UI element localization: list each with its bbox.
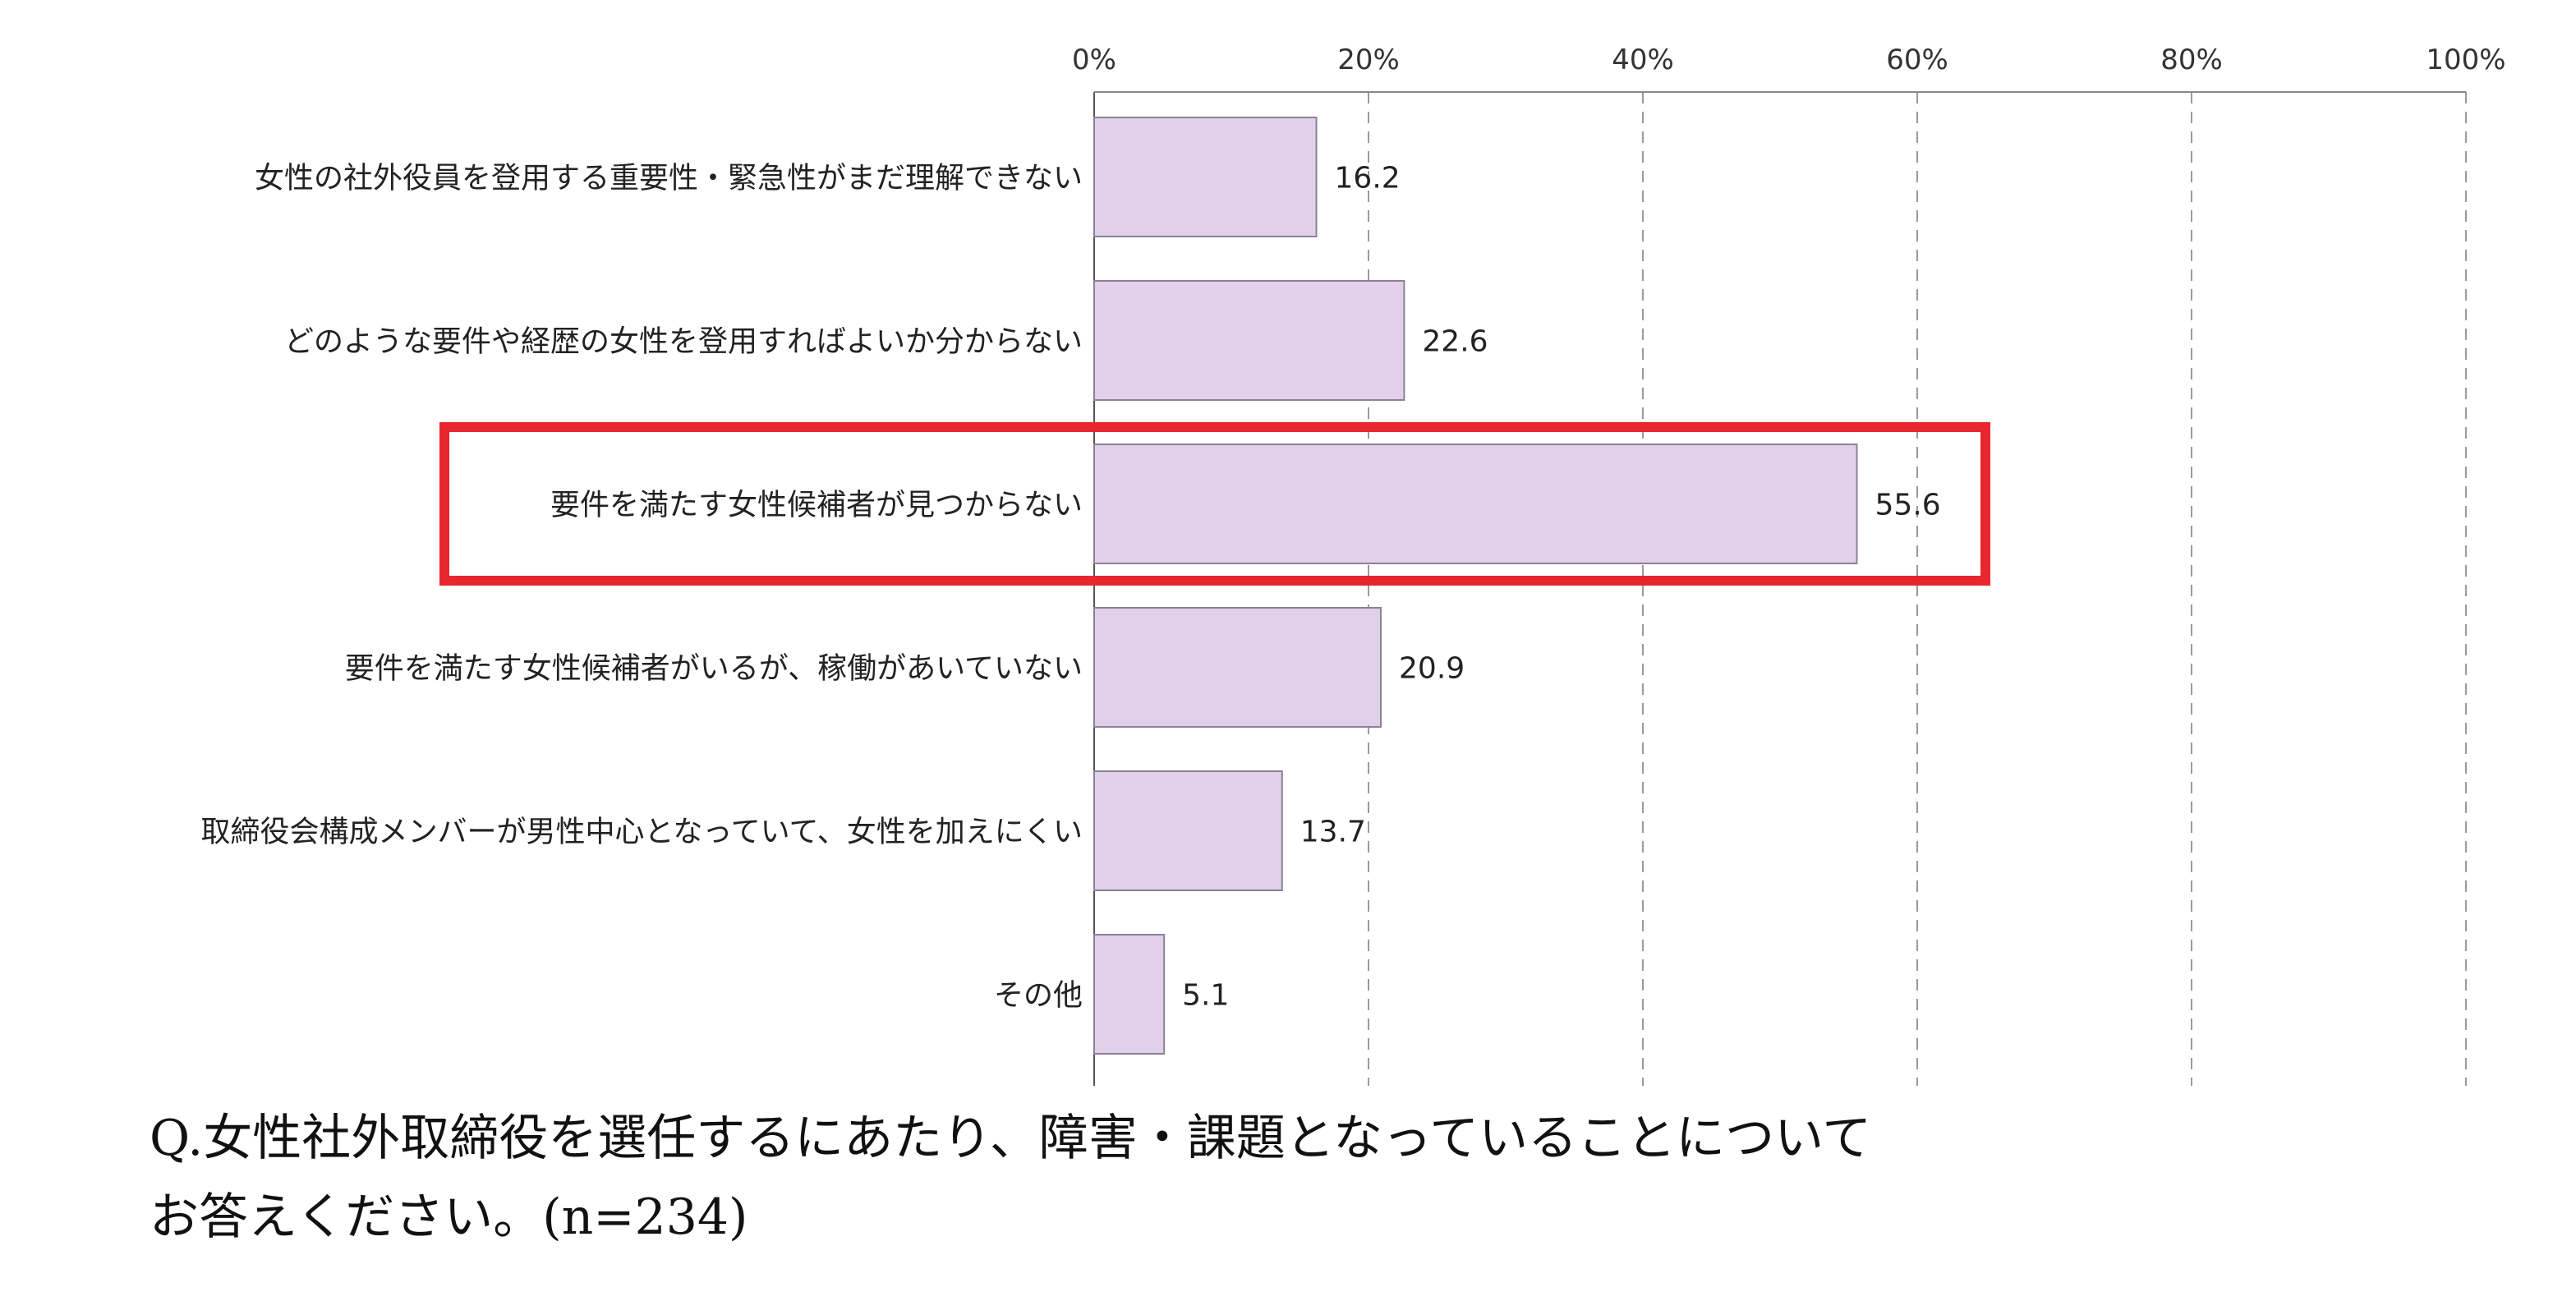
- bars: [1093, 117, 1858, 1055]
- question-line-1: Q.女性社外取締役を選任するにあたり、障害・課題となっていることについて: [150, 1110, 1872, 1167]
- category-label: 要件を満たす女性候補者が見つからない: [550, 489, 1083, 522]
- value-label: 5.1: [1182, 979, 1229, 1013]
- question-line-2: お答えください。(n=234): [150, 1188, 748, 1246]
- category-label: 女性の社外役員を登用する重要性・緊急性がまだ理解できない: [255, 162, 1083, 195]
- value-label: 16.2: [1335, 162, 1401, 195]
- survey-question: Q.女性社外取締役を選任するにあたり、障害・課題となっていることについて お答え…: [150, 1099, 2367, 1257]
- x-tick-label: 0%: [1072, 44, 1116, 76]
- value-label: 20.9: [1399, 652, 1465, 686]
- x-tick-labels: 0% 20% 40% 60% 80% 100%: [1072, 44, 2506, 76]
- bar-chart: 0% 20% 40% 60% 80% 100% 女性の社外役員を登用する重要性・緊急性がま…: [200, 44, 2506, 1086]
- value-label: 22.6: [1422, 325, 1488, 359]
- bar: [1093, 934, 1166, 1055]
- category-label: 取締役会構成メンバーが男性中心となっていて、女性を加えにくい: [200, 816, 1083, 849]
- value-label: 55.6: [1875, 489, 1941, 522]
- category-label: どのような要件や経歴の女性を登用すればよいか分からない: [284, 325, 1083, 359]
- x-tick-label: 20%: [1337, 44, 1400, 76]
- grid-lines: [1093, 91, 2467, 1086]
- x-tick-label: 40%: [1612, 44, 1674, 76]
- bar: [1093, 770, 1283, 891]
- bar: [1093, 280, 1405, 401]
- category-labels: 女性の社外役員を登用する重要性・緊急性がまだ理解できないどのような要件や経歴の女…: [200, 162, 1083, 1013]
- value-label: 13.7: [1300, 816, 1366, 849]
- value-labels: 16.2 22.6 55.6 20.9 13.7 5.1: [1182, 162, 1941, 1013]
- highlight-box: [439, 422, 1990, 586]
- category-label: その他: [994, 979, 1083, 1013]
- bar: [1093, 444, 1858, 564]
- bar: [1093, 117, 1318, 237]
- x-tick-label: 60%: [1886, 44, 1948, 76]
- x-tick-label: 100%: [2426, 44, 2505, 76]
- category-label: 要件を満たす女性候補者がいるが、稼働があいていない: [345, 652, 1083, 686]
- x-tick-label: 80%: [2160, 44, 2223, 76]
- bar: [1093, 607, 1382, 728]
- highlight-rectangle: [439, 422, 1990, 586]
